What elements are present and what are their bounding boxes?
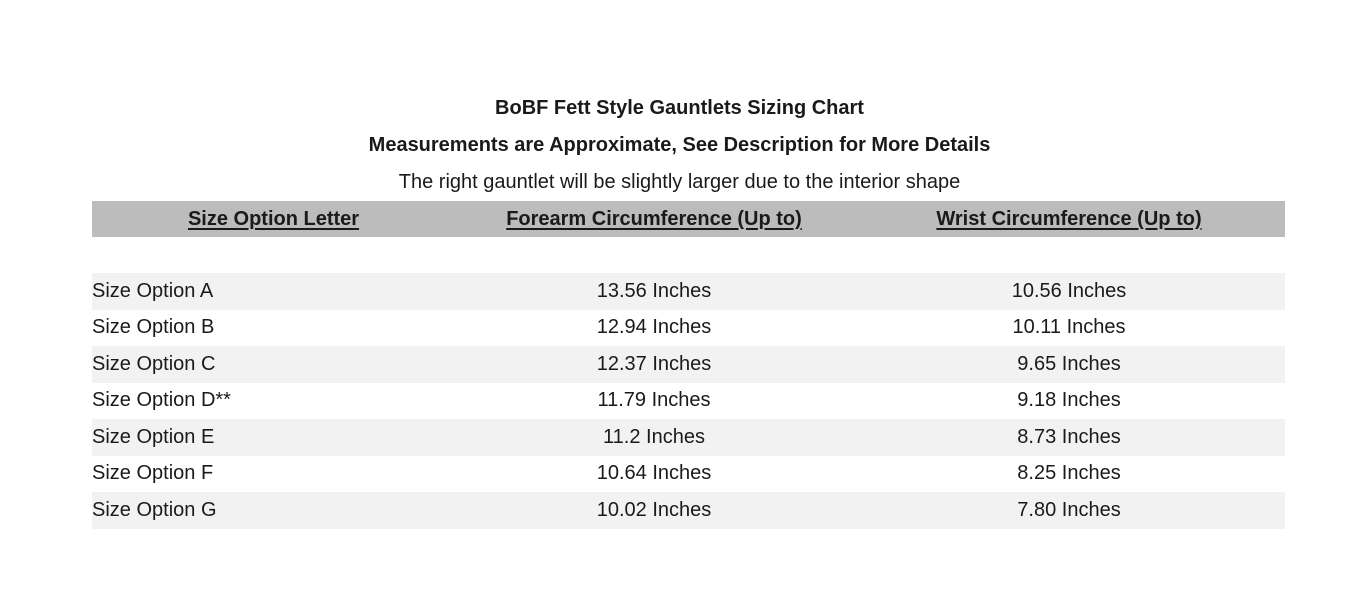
forearm-cell: 13.56 Inches — [596, 279, 712, 302]
table-row: Size Option D** 11.79 Inches 9.18 Inches — [92, 383, 1285, 420]
table-row: Size Option B 12.94 Inches 10.11 Inches — [92, 310, 1285, 347]
column-header-wrist: Wrist Circumference (Up to) — [853, 201, 1285, 237]
table-row: Size Option E 11.2 Inches 8.73 Inches — [92, 419, 1285, 456]
size-cell: Size Option C — [92, 352, 216, 375]
column-header-forearm: Forearm Circumference (Up to) — [455, 201, 853, 237]
page-subtitle: Measurements are Approximate, See Descri… — [368, 134, 991, 156]
column-header-size-label: Size Option Letter — [187, 207, 360, 230]
page-title: BoBF Fett Style Gauntlets Sizing Chart — [495, 97, 864, 119]
forearm-cell: 11.2 Inches — [603, 425, 705, 448]
wrist-cell: 10.11 Inches — [1012, 316, 1126, 339]
forearm-cell: 10.02 Inches — [596, 498, 712, 521]
wrist-cell: 9.65 Inches — [1017, 352, 1121, 375]
spacer-cell — [455, 237, 853, 273]
spacer-cell — [853, 237, 1285, 273]
wrist-cell: 8.73 Inches — [1017, 425, 1121, 448]
size-cell: Size Option B — [92, 316, 215, 339]
spacer-cell — [92, 237, 455, 273]
size-cell: Size Option E — [92, 425, 215, 448]
wrist-cell: 7.80 Inches — [1017, 498, 1121, 521]
sizing-table: Size Option Letter Forearm Circumference… — [92, 201, 1285, 529]
table-row: Size Option G 10.02 Inches 7.80 Inches — [92, 492, 1285, 529]
forearm-cell: 12.94 Inches — [596, 316, 712, 339]
forearm-cell: 10.64 Inches — [596, 462, 712, 485]
forearm-cell: 11.79 Inches — [597, 389, 711, 412]
size-cell: Size Option F — [92, 462, 214, 485]
column-header-forearm-label: Forearm Circumference (Up to) — [506, 207, 802, 230]
column-header-wrist-label: Wrist Circumference (Up to) — [936, 207, 1202, 230]
forearm-cell: 12.37 Inches — [596, 352, 712, 375]
size-cell: Size Option A — [92, 279, 214, 302]
wrist-cell: 10.56 Inches — [1011, 279, 1127, 302]
table-row: Size Option C 12.37 Inches 9.65 Inches — [92, 346, 1285, 383]
table-row: Size Option A 13.56 Inches 10.56 Inches — [92, 273, 1285, 310]
size-cell: Size Option D** — [92, 389, 231, 412]
wrist-cell: 9.18 Inches — [1017, 389, 1121, 412]
table-row: Size Option F 10.64 Inches 8.25 Inches — [92, 456, 1285, 493]
page-note: The right gauntlet will be slightly larg… — [398, 171, 961, 193]
table-header-row: Size Option Letter Forearm Circumference… — [92, 201, 1285, 237]
wrist-cell: 8.25 Inches — [1017, 462, 1121, 485]
size-cell: Size Option G — [92, 498, 217, 521]
column-header-size: Size Option Letter — [92, 201, 455, 237]
spacer-row — [92, 237, 1285, 273]
